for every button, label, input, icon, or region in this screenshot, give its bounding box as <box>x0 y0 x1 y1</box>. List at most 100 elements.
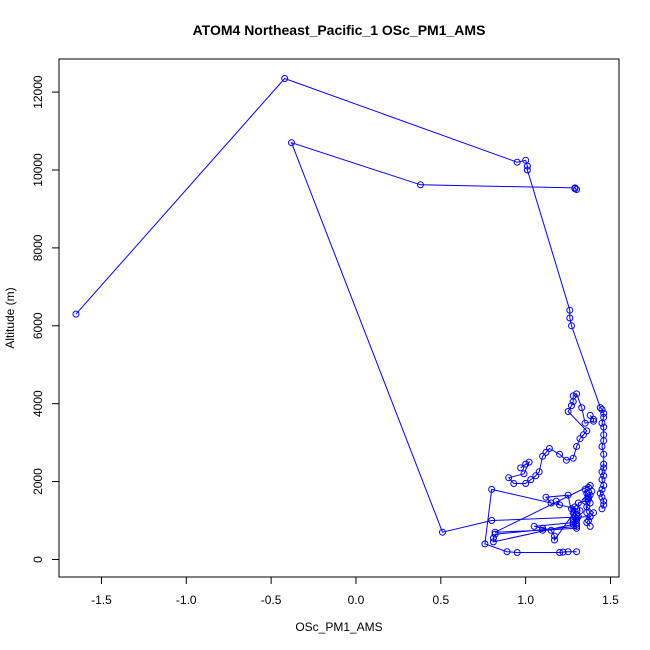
data-point <box>598 493 606 501</box>
data-point <box>522 460 530 468</box>
data-point <box>600 472 608 480</box>
data-point <box>488 485 496 493</box>
data-point <box>571 503 579 511</box>
data-point <box>586 411 594 419</box>
data-point <box>564 548 572 556</box>
y-axis-label: Altitude (m) <box>3 287 17 348</box>
data-point <box>596 404 604 412</box>
data-point <box>583 519 591 526</box>
data-point <box>576 435 584 443</box>
data-point <box>573 186 581 193</box>
data-point <box>586 513 594 521</box>
data-point <box>600 482 608 489</box>
data-point <box>598 406 606 413</box>
x-tick-label: -0.5 <box>261 593 282 607</box>
data-point <box>513 158 521 166</box>
series-line-2 <box>290 141 595 553</box>
data-point <box>568 322 575 330</box>
data-point <box>559 548 567 556</box>
data-point <box>551 532 558 540</box>
data-point <box>581 497 589 505</box>
data-point <box>488 517 496 524</box>
data-point <box>568 505 575 513</box>
data-point <box>569 517 577 524</box>
data-point <box>547 526 555 534</box>
y-tick-label: 0 <box>31 556 45 563</box>
data-point <box>581 485 589 493</box>
data-point <box>72 310 80 318</box>
data-point <box>579 431 587 439</box>
data-point <box>586 522 594 530</box>
x-tick-label: -1.0 <box>176 593 197 607</box>
data-point <box>489 534 497 542</box>
data-point <box>600 501 608 509</box>
data-point <box>569 520 577 528</box>
data-point <box>598 419 606 427</box>
y-axis: 0 2000 4000 6000 8000 10000 12000 <box>31 75 60 563</box>
data-point <box>576 507 584 515</box>
y-tick-label: 4000 <box>31 390 45 417</box>
data-point <box>530 522 538 530</box>
data-point <box>522 480 530 487</box>
data-point <box>586 482 594 489</box>
data-point <box>569 392 577 400</box>
data-point <box>539 526 547 534</box>
data-point <box>491 530 499 538</box>
x-tick-label: -1.5 <box>91 593 112 607</box>
data-point <box>598 443 606 450</box>
data-point <box>281 75 289 82</box>
series-line-3 <box>507 393 594 484</box>
data-point <box>573 443 581 450</box>
data-point <box>573 520 581 528</box>
data-point <box>600 450 608 458</box>
data-point <box>598 468 606 476</box>
data-point <box>523 162 531 170</box>
data-point <box>520 470 528 478</box>
data-point <box>562 456 570 464</box>
y-tick-label: 8000 <box>31 234 45 261</box>
series-line-1 <box>75 77 605 509</box>
data-point <box>513 549 521 556</box>
data-point <box>517 464 525 472</box>
data-point <box>569 454 577 462</box>
data-point <box>525 458 533 466</box>
data-point <box>583 427 591 435</box>
y-tick-label: 10000 <box>31 153 45 187</box>
y-tick-label: 12000 <box>31 75 45 109</box>
data-point <box>600 409 608 417</box>
data-point <box>590 417 597 425</box>
data-point <box>573 511 581 519</box>
data-point <box>566 306 574 314</box>
data-point <box>598 505 606 513</box>
data-point <box>573 390 581 398</box>
data-point <box>564 408 572 415</box>
data-point <box>505 474 513 482</box>
data-point <box>574 499 582 507</box>
data-point <box>571 184 579 192</box>
data-point <box>573 524 581 532</box>
chart-title: ATOM4 Northeast_Pacific_1 OSc_PM1_AMS <box>193 22 486 38</box>
x-axis-label: OSc_PM1_AMS <box>295 620 382 634</box>
data-point <box>586 491 594 499</box>
data-point <box>481 540 489 548</box>
data-point <box>417 181 424 189</box>
data-point <box>510 480 518 487</box>
data-point <box>551 536 558 544</box>
data-point <box>489 538 497 546</box>
data-point <box>581 419 589 427</box>
x-tick-label: 0.0 <box>348 593 365 607</box>
data-point <box>568 402 575 410</box>
data-point <box>556 549 564 556</box>
x-tick-label: 0.5 <box>432 593 449 607</box>
data-point <box>583 489 591 497</box>
data-point <box>542 493 550 501</box>
y-tick-label: 2000 <box>31 468 45 495</box>
data-point <box>535 468 543 476</box>
series-points <box>72 75 608 556</box>
y-tick-label: 6000 <box>31 312 45 339</box>
data-point <box>578 404 586 412</box>
data-point <box>556 450 564 458</box>
data-point <box>598 485 606 493</box>
